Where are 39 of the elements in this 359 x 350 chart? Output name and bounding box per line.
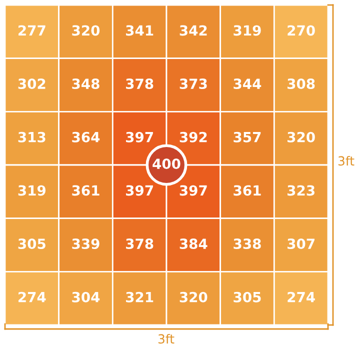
data-label: 305	[234, 292, 261, 302]
data-label: 392	[180, 132, 207, 142]
data-label: 373	[180, 78, 207, 90]
data-label: 342	[180, 25, 207, 36]
data-label: 397	[126, 132, 153, 142]
data-label: 308	[288, 78, 315, 90]
data-label: 320	[180, 292, 208, 302]
data-label: 270	[288, 25, 315, 36]
data-label: 339	[72, 238, 100, 250]
data-label: 277	[18, 25, 46, 36]
data-label: 323	[288, 185, 314, 196]
data-label: 305	[18, 238, 46, 250]
data-label: 313	[18, 132, 46, 142]
data-label: 274	[288, 292, 315, 302]
data-label: 320	[72, 25, 100, 36]
data-label: 384	[180, 238, 208, 250]
data-label: 302	[18, 78, 46, 90]
data-label: 274	[18, 292, 46, 302]
data-label: 319	[18, 185, 46, 196]
data-label: 348	[72, 78, 100, 90]
data-label: 344	[234, 78, 262, 90]
data-label: 361	[72, 185, 100, 196]
text: 3ft	[338, 156, 354, 166]
text: 3ft	[158, 334, 174, 344]
data-label: 357	[234, 132, 261, 142]
annotation: 400	[152, 158, 180, 170]
data-label: 304	[72, 292, 100, 302]
data-label: 397	[180, 185, 207, 196]
data-label: 378	[126, 78, 154, 90]
data-label: 378	[126, 238, 154, 250]
data-label: 319	[234, 25, 261, 36]
data-label: 364	[72, 132, 100, 142]
data-label: 361	[234, 185, 261, 196]
data-label: 307	[288, 238, 314, 250]
data-label: 397	[126, 185, 153, 196]
data-label: 320	[288, 132, 315, 142]
data-label: 321	[126, 292, 154, 302]
data-label: 341	[126, 25, 154, 36]
data-label: 338	[234, 238, 261, 250]
